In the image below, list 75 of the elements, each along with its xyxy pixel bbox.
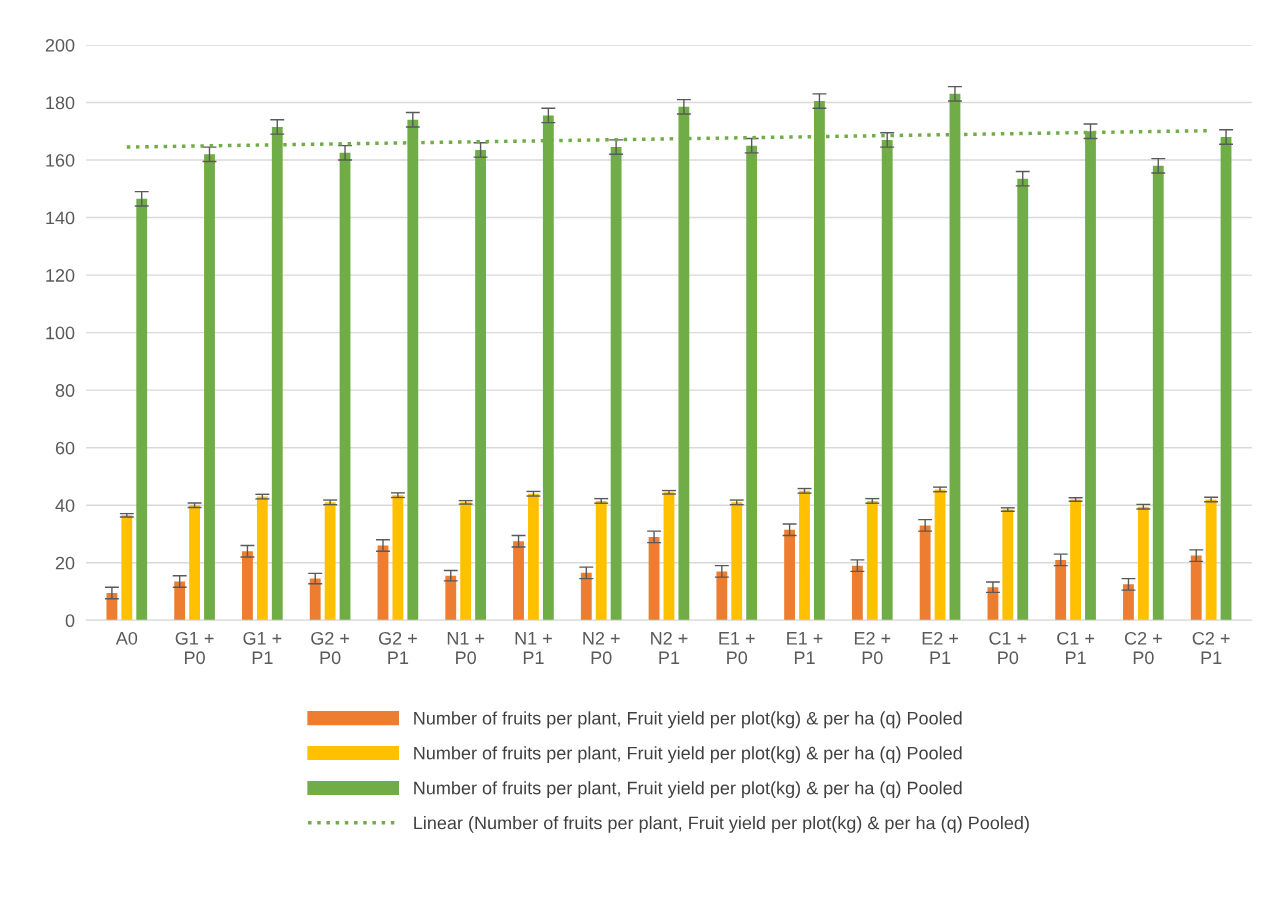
y-tick-label: 20: [55, 556, 75, 570]
legend-label: Number of fruits per plant, Fruit yield per plot(kg) & per ha (q) Pooled: [414, 711, 962, 729]
y-tick-label: 200: [45, 38, 75, 52]
bar: [324, 502, 336, 621]
bar: [799, 490, 810, 621]
bar: [716, 571, 728, 621]
bar: [136, 198, 148, 621]
bar: [1002, 509, 1014, 621]
y-tick-label: 160: [46, 153, 75, 167]
x-tick-label: C1 + P1: [1057, 631, 1095, 664]
bar: [174, 581, 186, 621]
bar: [445, 575, 457, 621]
x-tick-label: N1 + P1: [515, 632, 552, 664]
y-tick-label: 180: [46, 96, 75, 110]
bar: [513, 541, 524, 621]
y-tick-label: 0: [65, 614, 75, 628]
bar: [1190, 555, 1202, 621]
bar: [1070, 499, 1082, 621]
bar: [663, 492, 675, 621]
bar: [1055, 559, 1067, 621]
x-tick-label: C1 + P0: [989, 631, 1027, 665]
bar: [1205, 499, 1217, 621]
legend-label: Linear (Number of fruits per plant, Fruit yield per plot(kg) & per ha (q) Pooled): [414, 816, 1029, 833]
bar: [595, 500, 607, 621]
bar: [204, 154, 215, 621]
bar: [475, 149, 486, 621]
bar: [460, 502, 472, 621]
y-tick-label: 60: [55, 441, 75, 455]
bar: [580, 572, 592, 621]
bar: [309, 578, 321, 621]
bar: [610, 147, 622, 621]
bar: [392, 495, 404, 621]
x-tick-label: A0: [115, 631, 138, 645]
bar: [106, 592, 118, 621]
bar: [1017, 178, 1029, 621]
x-tick-label: N2 + P0: [583, 631, 620, 665]
bar: [339, 152, 351, 621]
y-tick-label: 80: [55, 384, 75, 397]
x-tick-label: E2 + P1: [922, 631, 958, 664]
x-tick-label: E2 + P0: [854, 631, 891, 665]
y-tick-label: 120: [46, 269, 75, 282]
bar: [881, 139, 893, 621]
bar: [1152, 165, 1164, 621]
x-tick-label: G1 + P1: [243, 631, 282, 664]
bar: [1220, 137, 1232, 621]
bar: [934, 489, 946, 621]
bar: [189, 505, 201, 621]
x-tick-label: C2 + P0: [1124, 631, 1162, 665]
bar: [528, 493, 539, 621]
x-tick-label: N1 + P0: [447, 632, 485, 665]
x-tick-label: G1 + P0: [175, 631, 214, 665]
y-tick-label: 40: [55, 499, 75, 512]
bar: [866, 500, 878, 621]
bar: [731, 502, 743, 621]
bar: [121, 515, 133, 621]
x-tick-label: E1 + P1: [787, 632, 823, 664]
legend-label: Number of fruits per plant, Fruit yield per plot(kg) & per ha (q) Pooled: [414, 781, 962, 798]
bar: [851, 565, 863, 621]
bar: [1123, 584, 1134, 621]
y-tick-label: 100: [46, 326, 75, 340]
bar: [648, 536, 660, 621]
bar: [784, 529, 796, 621]
x-tick-label: C2 + P1: [1192, 631, 1230, 664]
x-tick-label: E1 + P0: [719, 632, 755, 665]
x-tick-label: N2 + P1: [651, 631, 688, 664]
x-tick-label: G2 + P0: [311, 631, 350, 665]
y-tick-label: 140: [46, 211, 75, 225]
bar: [256, 496, 268, 621]
bar: [1137, 506, 1149, 621]
legend-label: Number of fruits per plant, Fruit yield per plot(kg) & per ha (q) Pooled: [414, 746, 962, 764]
x-tick-label: G2 + P1: [378, 631, 417, 664]
bar: [919, 525, 931, 621]
bar: [987, 587, 999, 621]
bar: [746, 145, 758, 621]
bar: [242, 551, 253, 621]
